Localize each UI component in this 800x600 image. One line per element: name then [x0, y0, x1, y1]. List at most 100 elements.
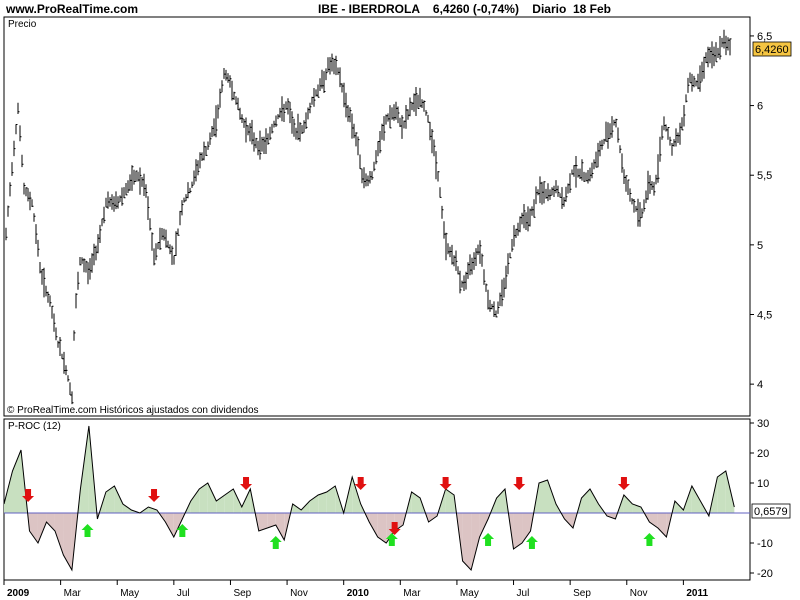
roc-fill-segment [165, 513, 174, 537]
signal-arrows [22, 477, 656, 549]
roc-fill-segment [632, 504, 641, 513]
x-tick-label: Sep [573, 588, 591, 599]
roc-fill-segment [547, 480, 556, 513]
roc-fill-segment [37, 513, 47, 543]
roc-y-tick-label: -20 [757, 568, 773, 580]
roc-fill-segment [386, 513, 395, 543]
roc-fill-segment [606, 513, 616, 519]
sell-signal-arrow [354, 477, 367, 490]
x-tick-label: May [120, 588, 139, 599]
buy-signal-arrow [525, 536, 538, 549]
roc-fill-segment [199, 483, 208, 513]
roc-fill-segment [369, 513, 378, 537]
x-tick-label: 2009 [7, 588, 30, 599]
roc-fill-segment [411, 492, 421, 513]
roc-y-tick-label: 20 [757, 448, 769, 460]
roc-fill-segment [479, 513, 489, 537]
buy-signal-arrow [81, 524, 94, 537]
roc-panel-label: P-ROC (12) [8, 421, 61, 432]
roc-fill-segment [445, 489, 455, 513]
roc-fill-segment [539, 480, 548, 513]
buy-signal-arrow [269, 536, 282, 549]
price-footer-note: © ProRealTime.com Históricos ajustados c… [7, 405, 259, 416]
price-y-tick-label: 5 [757, 240, 763, 252]
roc-fill-segment [471, 513, 480, 570]
roc-y-tick-label: 10 [757, 478, 769, 490]
x-tick-label: Jul [177, 588, 190, 599]
roc-fill-segment [241, 489, 251, 513]
roc-fill-segment [377, 513, 387, 543]
roc-last-value-box [751, 503, 791, 519]
price-y-tick-label: 4,5 [757, 310, 772, 322]
x-tick-label: Sep [233, 588, 251, 599]
instrument-info: IBE - IBERDROLA 6,4260 (-0,74%) Diario 1… [318, 2, 611, 16]
price-y-tick-label: 4 [757, 379, 763, 391]
price-last-value: 6,4260 [755, 44, 789, 56]
roc-fill-segment [581, 489, 590, 513]
buy-signal-arrow [643, 533, 656, 546]
x-tick-label: Nov [290, 588, 308, 599]
buy-signal-arrow [176, 524, 189, 537]
chart-header: www.ProRealTime.com IBE - IBERDROLA 6,42… [0, 0, 800, 18]
roc-fill-segment [267, 513, 276, 528]
roc-fill-segment [496, 489, 506, 513]
roc-fill-segment [63, 513, 72, 570]
sell-signal-arrow [439, 477, 452, 490]
roc-fill-segment [326, 486, 336, 513]
roc-fill-segment [173, 513, 183, 537]
price-y-tick-label: 6,5 [757, 31, 772, 43]
roc-fill-segment [462, 513, 472, 570]
sell-signal-arrow [148, 489, 161, 502]
site-name: www.ProRealTime.com [6, 2, 139, 16]
roc-fill-segment [691, 486, 701, 513]
buy-signal-arrow [482, 533, 495, 546]
roc-fill-segment [105, 486, 115, 513]
roc-fill-segment [258, 513, 268, 531]
roc-y-axis: -20 -10 10 20 30 [750, 418, 773, 580]
roc-fill-segment [4, 471, 13, 513]
roc-fill-segment [301, 501, 310, 513]
price-y-tick-label: 6 [757, 101, 763, 113]
price-y-axis: 4 4,5 5 5,5 6 6,5 [750, 31, 772, 391]
price-panel-label: Precio [8, 19, 37, 30]
roc-y-tick-label: 30 [757, 418, 769, 430]
roc-fill-segment [352, 477, 361, 513]
x-tick-label: Jul [517, 588, 530, 599]
roc-fill-segment [46, 513, 55, 531]
roc-fill-segment [190, 489, 200, 513]
roc-fill-segment [428, 513, 438, 522]
time-axis: 2009 Mar May Jul Sep Nov 2010 Mar May Jul Sep Nov 20… [3, 580, 709, 599]
x-tick-label: Mar [64, 588, 82, 599]
price-series [5, 29, 732, 405]
roc-fill-segment [275, 513, 285, 540]
roc-fill-segment [657, 513, 667, 537]
price-y-tick-label: 5,5 [757, 170, 772, 182]
roc-fill-segment [114, 486, 123, 513]
sell-signal-arrow [22, 489, 35, 502]
roc-fill-segment [224, 489, 234, 513]
roc-fill-segment [717, 471, 726, 513]
price-bars [5, 29, 732, 405]
roc-fill-segment [589, 489, 599, 513]
x-tick-label: 2010 [347, 588, 370, 599]
sell-signal-arrow [240, 477, 253, 490]
roc-fill-segment [148, 507, 157, 513]
x-tick-label: Nov [630, 588, 648, 599]
roc-fill-segment [292, 504, 302, 513]
roc-y-tick-label: -10 [757, 538, 773, 550]
buy-signal-arrow [385, 533, 398, 546]
x-tick-label: 2011 [686, 588, 708, 599]
sell-signal-arrow [617, 477, 630, 490]
roc-fill-segment [122, 504, 132, 513]
x-tick-label: May [460, 588, 479, 599]
roc-fill-segment [522, 513, 531, 543]
price-last-value-box [752, 41, 792, 57]
roc-fill-segment [623, 495, 633, 513]
roc-fill-segment [564, 513, 573, 528]
roc-fill-segment [29, 513, 38, 543]
price-panel-frame [3, 16, 751, 417]
roc-fill-segment [674, 501, 684, 513]
roc-fill-segment [513, 513, 523, 549]
roc-fill-segment [649, 513, 658, 528]
